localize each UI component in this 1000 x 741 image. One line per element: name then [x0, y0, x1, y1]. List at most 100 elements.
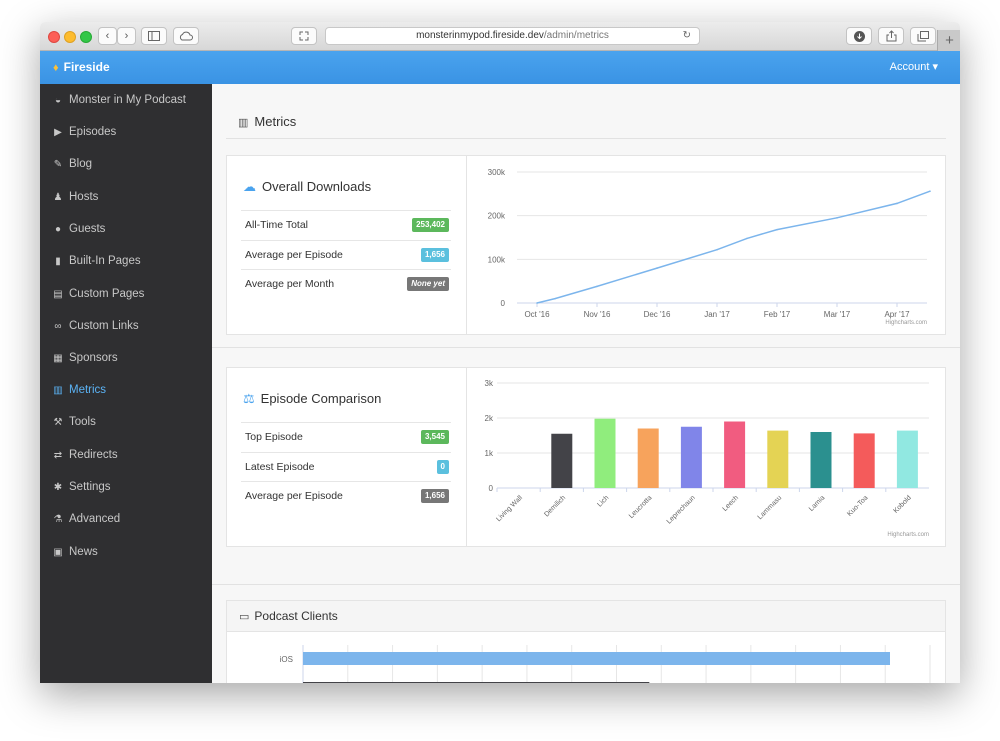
sidebar-icon [148, 31, 160, 41]
reload-icon[interactable]: ↻ [682, 30, 691, 41]
downloads-series-line [536, 190, 931, 304]
comparison-stats: ⚖ Episode Comparison Top Episode 3,545 Lat… [227, 368, 467, 546]
downloads-title-text: Overall Downloads [262, 179, 372, 194]
sidebar-item-redirects[interactable]: ⇄ Redirects [40, 439, 212, 471]
edit-icon: ✎ [53, 159, 63, 170]
back-button[interactable]: ‹ [98, 27, 117, 45]
stat-row: Average per Month None yet [241, 269, 451, 298]
brand-link[interactable]: ♦ Fireside [53, 51, 110, 85]
account-menu[interactable]: Account ▾ [889, 61, 938, 73]
x-tick-label: Lammasu [757, 494, 784, 521]
data-point [746, 237, 748, 240]
x-tick-label: Leucrotta [628, 494, 654, 520]
sidebar-item-label: Advanced [69, 513, 121, 525]
sidebar-toggle-button[interactable] [141, 27, 167, 45]
x-tick-label: Apr '17 [884, 310, 910, 319]
x-tick-label: Living Wall [495, 494, 524, 523]
y-tick-label: 0 [489, 484, 494, 493]
downloads-button[interactable] [846, 27, 872, 45]
page-title: ▥ Metrics [238, 114, 296, 129]
stat-row: Top Episode 3,545 [241, 422, 451, 451]
sidebar-item-advanced[interactable]: ⚗ Advanced [40, 503, 212, 535]
sidebar-item-sponsors[interactable]: ▦ Sponsors [40, 342, 212, 374]
stat-label: Average per Month [245, 278, 335, 290]
wrench-icon: ⚒ [53, 417, 63, 428]
sidebar-item-label: Hosts [69, 191, 99, 203]
y-tick-label: 300k [488, 168, 506, 177]
sidebar-item-label: Tools [69, 416, 96, 428]
url-host: monsterinmypod.fireside.dev [416, 30, 544, 41]
sidebar-item-custom-pages[interactable]: ▤ Custom Pages [40, 278, 212, 310]
gear-icon: ✱ [53, 482, 63, 493]
main-content: ▥ Metrics ☁ Overall Downloads All-Time Tot… [212, 84, 960, 683]
share-button[interactable] [878, 27, 904, 45]
stat-badge: 1,656 [420, 248, 449, 262]
resize-icon [299, 31, 309, 41]
balance-scale-icon: ⚖ [243, 391, 255, 406]
clients-header: ▭ Podcast Clients [227, 601, 945, 632]
sidebar-item-label: Built-In Pages [69, 255, 141, 267]
stat-badge: 253,402 [412, 218, 449, 232]
icloud-tabs-button[interactable] [173, 27, 199, 45]
y-tick-label: 200k [488, 212, 506, 221]
x-tick-label: Dec '16 [644, 310, 671, 319]
file-icon: ▮ [55, 256, 61, 267]
category-label: iOS [280, 655, 293, 664]
newspaper-icon: ▣ [53, 547, 63, 558]
clients-title: ▭ Podcast Clients [239, 609, 338, 623]
bar [853, 433, 875, 488]
sidebar-item-podcast[interactable]: ◒ Monster in My Podcast [40, 84, 212, 116]
sidebar-item-guests[interactable]: ● Guests [40, 213, 212, 245]
close-window-button[interactable] [48, 31, 60, 43]
zoom-window-button[interactable] [80, 31, 92, 43]
forward-button[interactable]: › [117, 27, 136, 45]
sidebar-item-built-in-pages[interactable]: ▮ Built-In Pages [40, 245, 212, 277]
tabs-overview-button[interactable] [910, 27, 936, 45]
address-bar[interactable]: monsterinmypod.fireside.dev/admin/metric… [325, 27, 700, 45]
data-point [656, 267, 658, 269]
sidebar-item-tools[interactable]: ⚒ Tools [40, 406, 212, 438]
new-tab-button[interactable]: + [937, 30, 960, 51]
x-tick-label: Oct '16 [524, 310, 550, 319]
cloud-download-icon: ☁ [243, 179, 256, 194]
sidebar-item-hosts[interactable]: ♟ Hosts [40, 181, 212, 213]
sidebar-item-blog[interactable]: ✎ Blog [40, 148, 212, 180]
stat-badge: None yet [407, 277, 449, 291]
tabs-icon [917, 31, 929, 42]
highcharts-credit: Highcharts.com [885, 320, 927, 326]
comparison-title: ⚖ Episode Comparison [243, 391, 381, 407]
dashboard-icon: ◒ [54, 95, 62, 106]
bar [810, 432, 832, 488]
link-icon: ∞ [54, 321, 62, 332]
flask-icon: ⚗ [53, 514, 63, 525]
stat-row: Average per Episode 1,656 [241, 481, 451, 510]
stat-row: Average per Episode 1,656 [241, 240, 451, 269]
stat-row: Latest Episode 0 [241, 452, 451, 481]
sidebar-item-settings[interactable]: ✱ Settings [40, 471, 212, 503]
sidebar-item-custom-links[interactable]: ∞ Custom Links [40, 310, 212, 342]
data-point [596, 285, 598, 288]
sidebar-item-label: Custom Links [69, 320, 139, 332]
reader-button[interactable] [291, 27, 317, 45]
sidebar-item-metrics[interactable]: ▥ Metrics [40, 374, 212, 406]
x-tick-label: Feb '17 [764, 310, 791, 319]
sidebar-item-label: Episodes [69, 126, 117, 138]
x-tick-label: Leech [722, 494, 741, 513]
data-point [554, 297, 556, 300]
comparison-panel: ⚖ Episode Comparison Top Episode 3,545 Lat… [226, 367, 946, 547]
browser-toolbar: ‹ › monsterinmypod.fireside.dev/admin/me… [40, 22, 960, 51]
stat-badge: 0 [436, 460, 449, 474]
y-tick-label: 1k [485, 449, 494, 458]
stat-row: All-Time Total 253,402 [241, 210, 451, 239]
data-point [896, 202, 898, 205]
sidebar-item-episodes[interactable]: ▶ Episodes [40, 116, 212, 148]
user-circle-icon: ● [54, 224, 62, 235]
url-path: /admin/metrics [543, 30, 609, 41]
minimize-window-button[interactable] [64, 31, 76, 43]
x-tick-label: Nov '16 [584, 310, 611, 319]
download-icon [853, 31, 865, 42]
sidebar-item-news[interactable]: ▣ News [40, 536, 212, 568]
exchange-icon: ⇄ [53, 450, 63, 461]
data-point [716, 248, 718, 251]
